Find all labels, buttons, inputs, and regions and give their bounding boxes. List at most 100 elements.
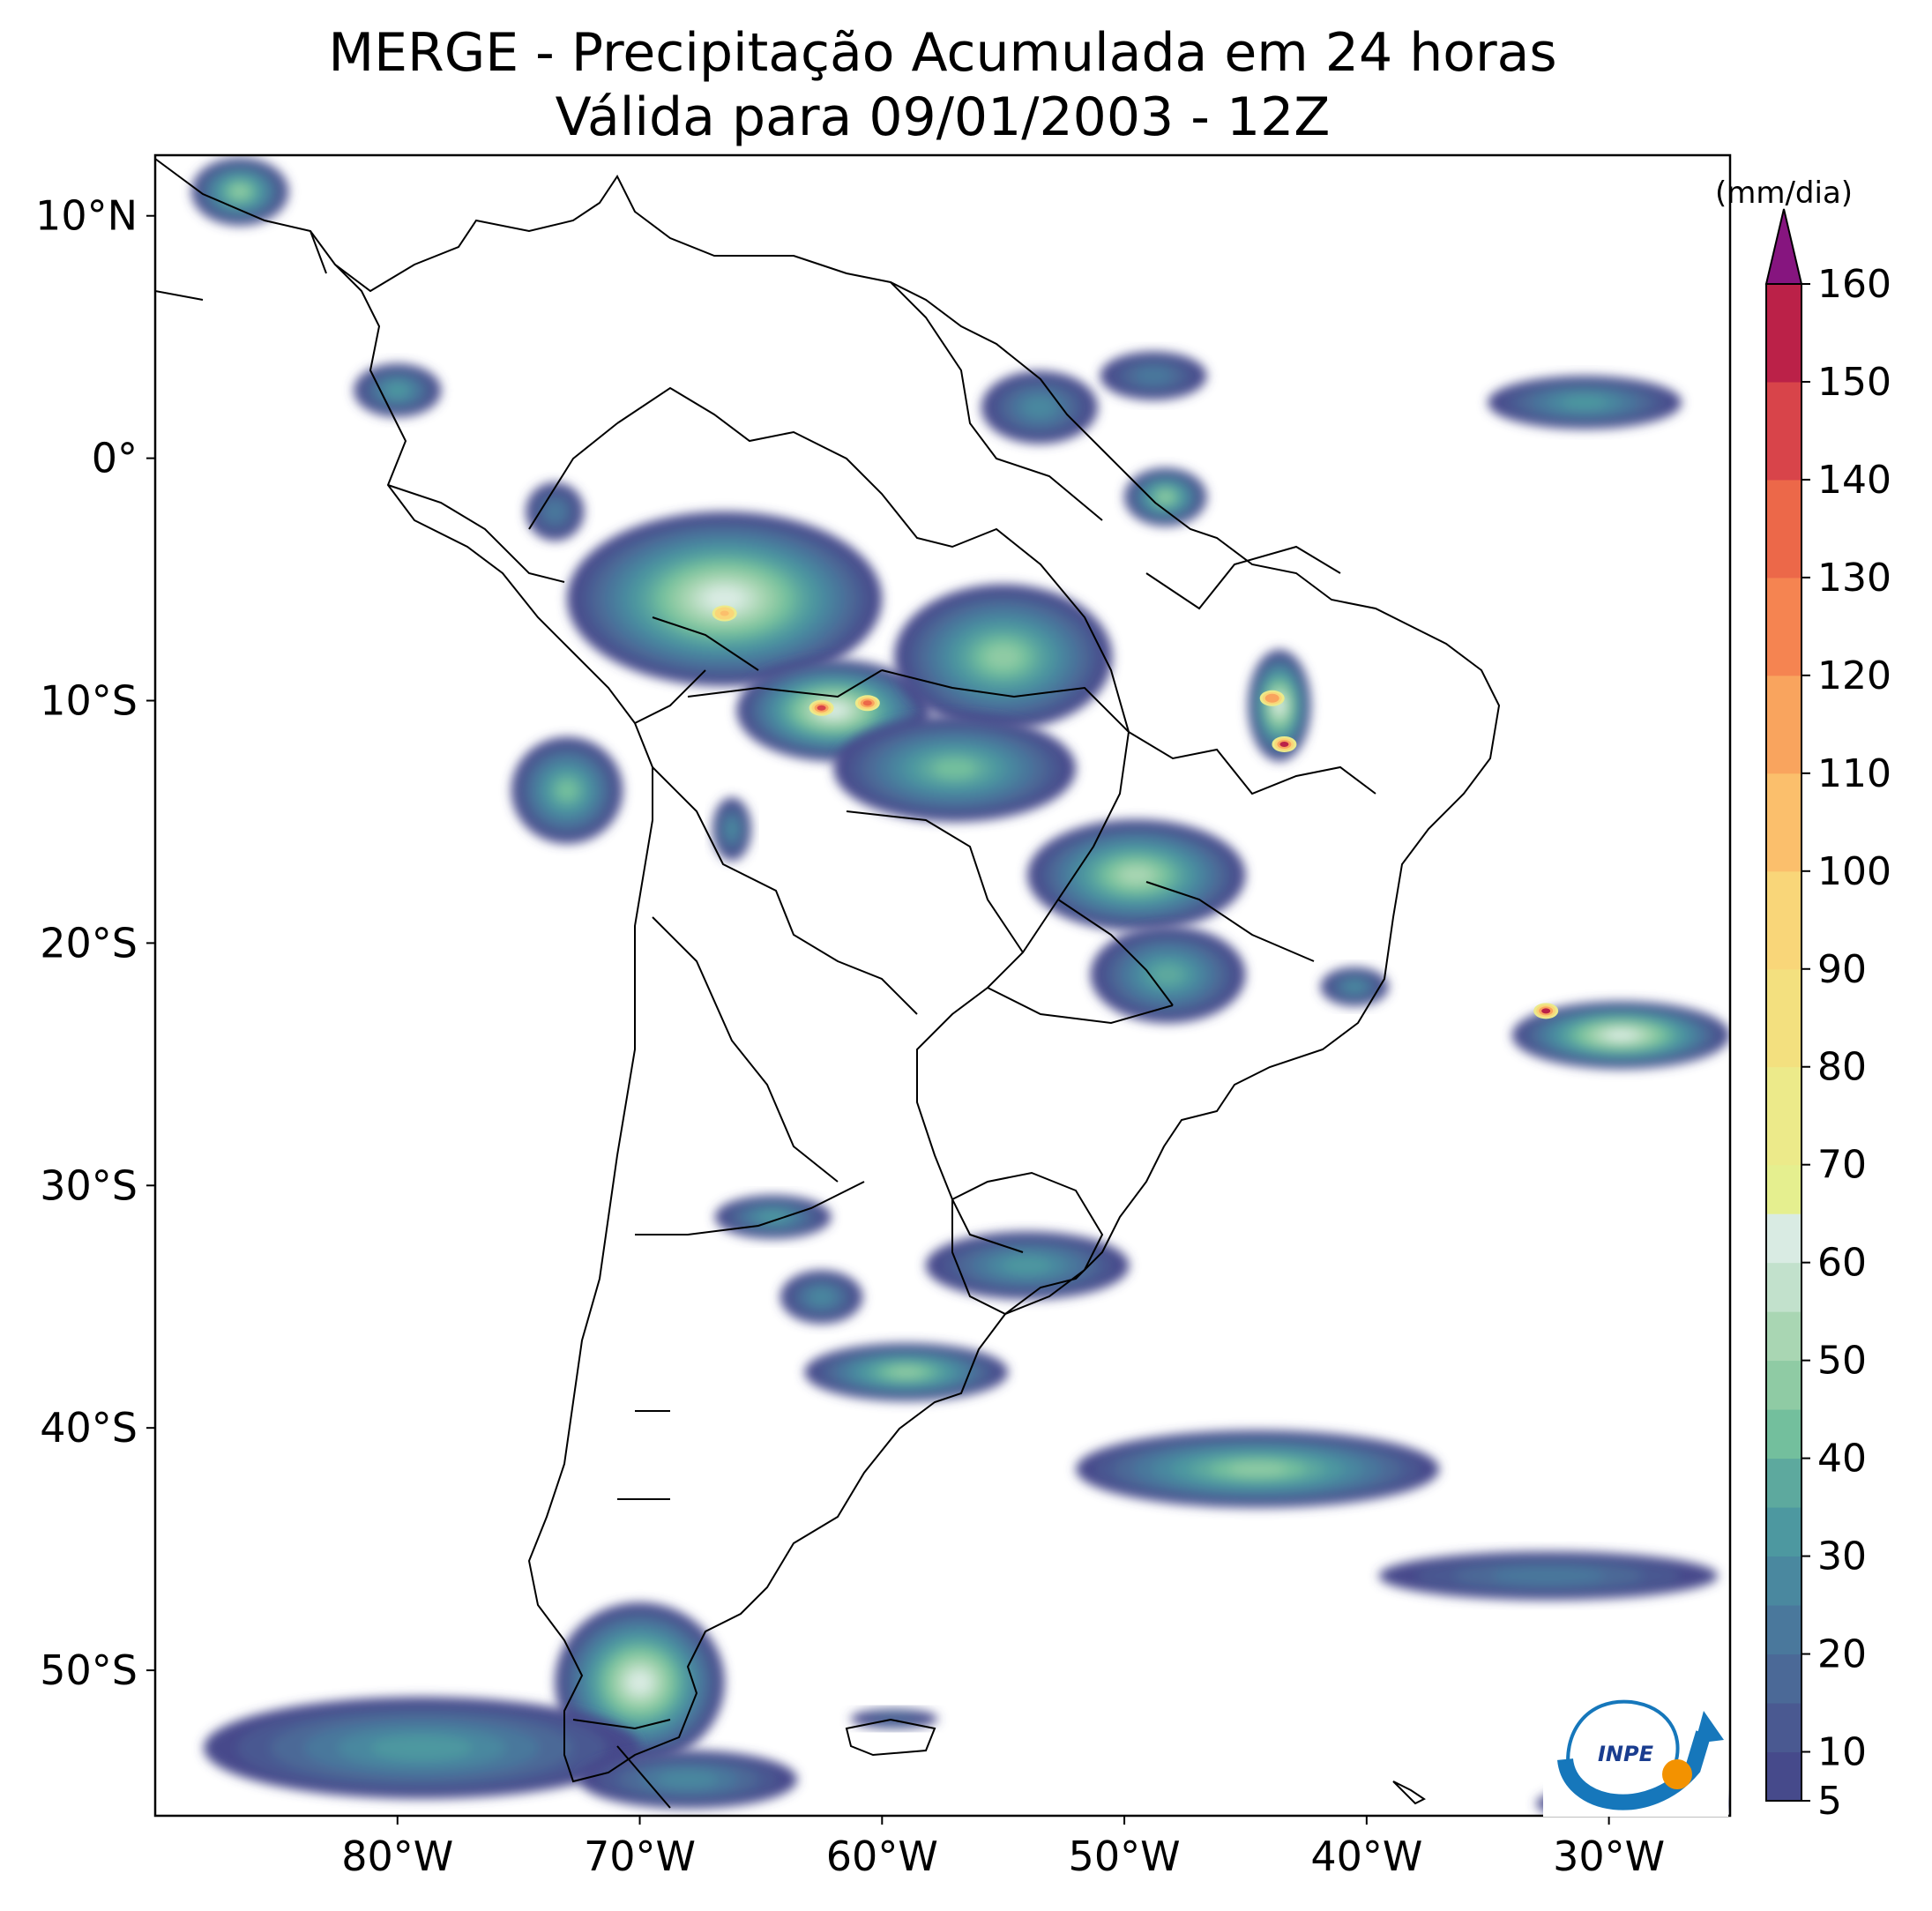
colorbar-tick-label: 90 [1817,947,1867,992]
map-axes: 10°N 0° 10°S 20°S 30°S 40°S 50°S 80°W 70°W 60°W 50… [35,192,1665,1880]
rain-hotspot [809,699,834,716]
chart-subtitle: Válida para 09/01/2003 - 12Z [555,86,1331,148]
colorbar-band [1766,577,1801,676]
rain-hotspot [1533,1003,1559,1019]
colorbar-band [1766,1360,1801,1410]
central-america-coast [155,158,327,301]
rain-contour [726,820,737,838]
rain-area-mato-grosso [894,584,1113,730]
rain-contour [1152,965,1184,985]
colorbar-band [1766,1458,1801,1508]
rain-area-panama [191,157,289,226]
lon-tick-label: 50°W [1069,1833,1181,1880]
colorbar-bands [1766,284,1801,1802]
rain-area-pacific-south [203,1697,640,1799]
rain-contour [1159,492,1173,502]
lat-tick-label: 40°S [40,1404,138,1452]
colorbar-band [1766,381,1801,481]
rain-area-tierra-del-fuego [578,1750,798,1809]
rain-hotspot [854,695,880,712]
colorbar-band [1766,1409,1801,1459]
rain-contour [986,646,1021,669]
hotspot-contour [1279,741,1289,747]
rain-area-patagonia-coast [804,1342,1009,1401]
colorbar-tick-label: 50 [1817,1339,1867,1384]
colorbar-extend-triangle [1764,208,1803,285]
colorbar-band [1766,1164,1801,1214]
rain-hotspot [1272,735,1297,752]
colorbar-band [1766,1066,1801,1166]
lat-tick-label: 30°S [40,1161,138,1209]
uruguay-border [951,1171,1104,1316]
lat-tick-label: 0° [92,435,138,482]
colorbar-tick-label: 10 [1817,1730,1867,1775]
colorbar-band [1766,284,1801,383]
colorbar-tick-label: 110 [1817,751,1891,796]
colorbar: 510 20 30 40 50 60 70 80 90 100 110 120 130 140 150 160… [1715,175,1891,1824]
inpe-logo: INPE [1543,1662,1728,1817]
colorbar-tick-label: 130 [1817,556,1891,601]
rain-area-north-guyana [1100,351,1207,400]
coastline-and-borders [155,158,1501,1809]
rain-contour [1608,1031,1635,1040]
rain-area-colombia-pacific [354,363,442,417]
rain-area-south-atlantic [1076,1430,1440,1508]
rain-contour [1135,367,1172,384]
map-frame [153,153,1732,1818]
colorbar-tick-label: 30 [1817,1534,1867,1579]
colorbar-tick-label: 20 [1817,1632,1867,1677]
rain-contour [371,1736,473,1760]
lon-tick-label: 30°W [1553,1833,1665,1880]
south-georgia [1392,1780,1426,1805]
colorbar-tick-label: 120 [1817,653,1891,698]
colorbar-tick-label: 160 [1817,262,1891,307]
colorbar-unit-label: (mm/dia) [1715,175,1853,211]
rain-area-bolivia [712,797,751,861]
colorbar-band [1766,1556,1801,1606]
rain-contour [658,1771,719,1788]
brazil-inner-borders [652,281,1376,1025]
rain-contour [1023,397,1056,418]
rain-area-south-atlantic-east [1378,1551,1719,1601]
logo-arrowhead-icon [1695,1711,1724,1743]
colorbar-band [1766,1703,1801,1753]
colorbar-band [1766,870,1801,970]
colorbar-tick-label: 40 [1817,1437,1867,1482]
logo-sun-icon [1662,1759,1692,1789]
colorbar-band [1766,1605,1801,1655]
rain-hotspot [1259,690,1285,706]
rain-area-argentina-pampas [780,1270,863,1324]
rain-area-western-amazon [567,511,883,687]
rain-area-rio [1320,967,1389,1006]
chart-title: MERGE - Precipitação Acumulada em 24 hor… [328,22,1557,84]
hotspot-contour [862,700,872,706]
colorbar-band [1766,1653,1801,1704]
lon-tick-label: 80°W [341,1833,453,1880]
hotspot-contour [720,610,729,616]
colorbar-tick-label: 100 [1817,849,1891,894]
colorbar-tick-label: 70 [1817,1143,1867,1188]
rain-contour [1121,867,1152,884]
falkland-islands [845,1718,936,1757]
rain-contour [387,384,408,397]
colorbar-band [1766,1213,1801,1264]
rain-contour [933,758,976,779]
lon-tick-label: 70°W [584,1833,696,1880]
colorbar-band [1766,773,1801,872]
colorbar-band [1766,1751,1801,1802]
rain-area-atlantic-south-east [1511,1001,1730,1070]
lat-tick-label: 10°S [40,677,138,725]
colorbar-tick-label: 60 [1817,1241,1867,1286]
colorbar-band [1766,675,1801,774]
logo-orbit-icon [1566,1699,1680,1778]
colorbar-band [1766,968,1801,1068]
colorbar-tick-label: 140 [1817,458,1891,503]
rain-contour [1562,396,1608,409]
lat-tick-label: 50°S [40,1646,138,1694]
hotspot-contour [817,705,826,711]
rain-hotspot [712,605,737,622]
rain-area-argentina-center [714,1195,832,1239]
rain-contour [705,588,744,609]
rain-area-goias [1027,819,1246,931]
